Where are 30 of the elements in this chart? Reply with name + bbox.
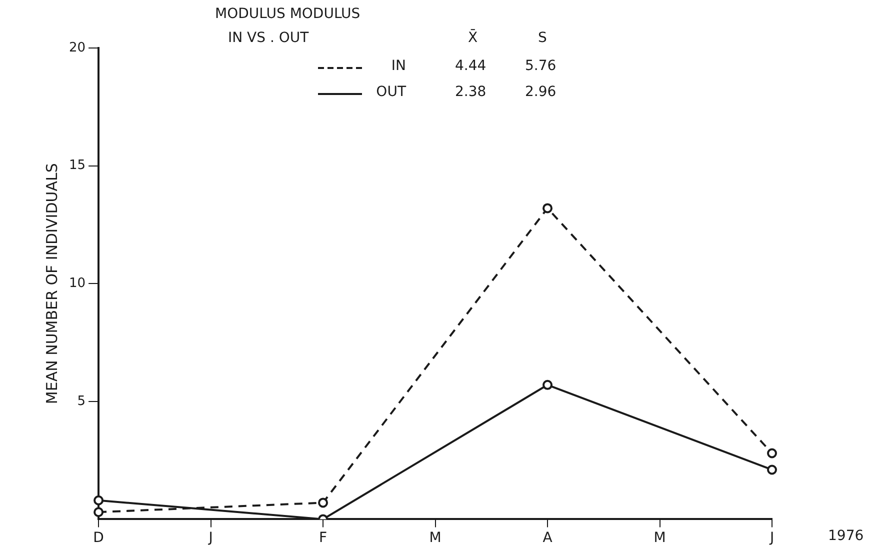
x-tick-label: M: [429, 530, 442, 546]
annotation: 5.76: [525, 58, 556, 74]
x-tick-label: J: [768, 530, 774, 546]
x-tick-label: A: [542, 530, 553, 546]
x-tick-label: M: [654, 530, 666, 546]
chart-title: MODULUS MODULUS: [215, 6, 360, 22]
annotation: 4.44: [455, 58, 486, 74]
y-tick-label: 10: [68, 276, 86, 291]
legend-label: IN: [390, 58, 406, 74]
annotation: 2.96: [525, 84, 556, 100]
point: [767, 448, 777, 458]
point: [542, 203, 553, 214]
legend-label: OUT: [375, 84, 406, 100]
chart-subtitle: IN VS . OUT: [228, 30, 309, 46]
text: X̄: [468, 30, 478, 46]
x-tick-label: J: [208, 530, 213, 546]
annotation: 2.38: [455, 84, 486, 100]
text: S: [538, 30, 547, 46]
x-tick-label: D: [93, 530, 104, 546]
y-tick-label: 20: [68, 40, 86, 56]
y-tick-label: 5: [77, 394, 86, 409]
y-axis-title: MEAN NUMBER OF INDIVIDUALS: [42, 163, 61, 404]
point: [542, 380, 553, 390]
point: [767, 464, 777, 475]
point: [318, 498, 328, 508]
x-axis-title: 1976: [828, 528, 864, 544]
point: [94, 507, 104, 518]
x-tick-label: F: [318, 530, 328, 546]
point: [94, 495, 104, 506]
y-tick-label: 15: [68, 158, 86, 174]
